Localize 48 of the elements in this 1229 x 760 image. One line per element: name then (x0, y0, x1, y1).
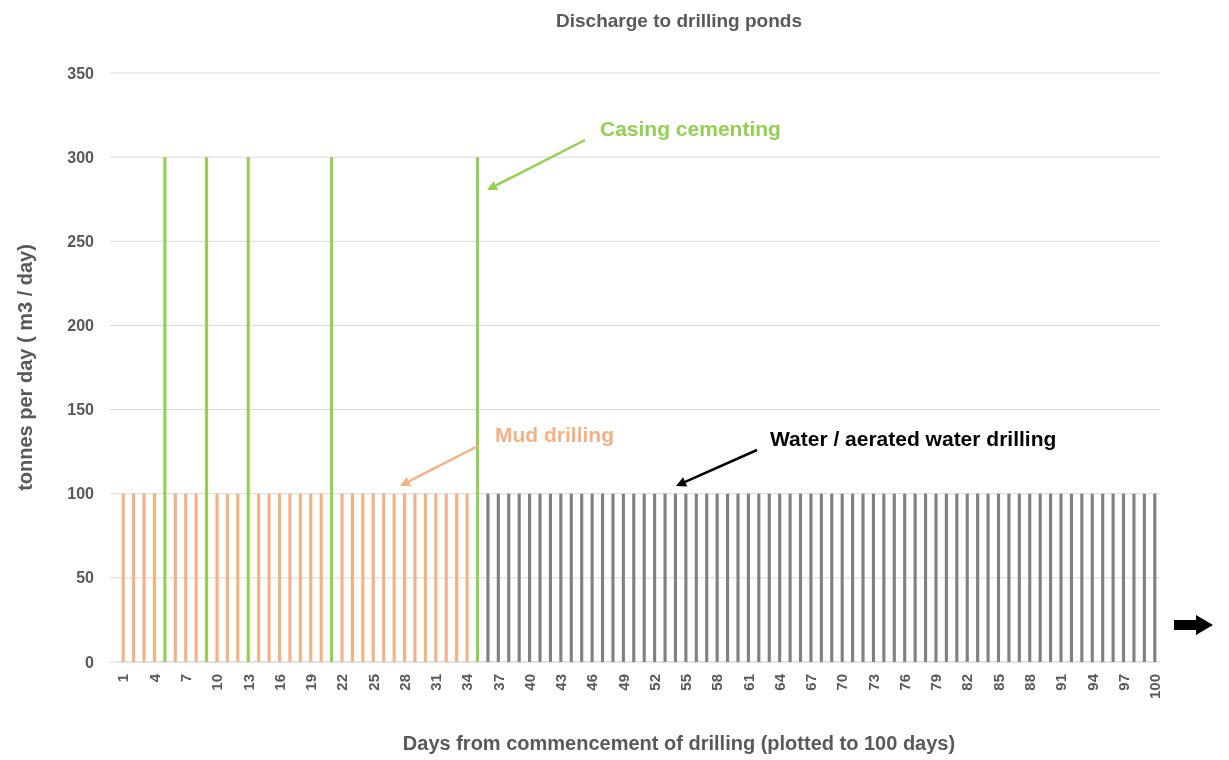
x-tick-label: 46 (583, 674, 601, 691)
x-tick-label: 19 (302, 674, 320, 691)
x-tick-label: 25 (364, 674, 382, 691)
x-tick-label: 97 (1114, 674, 1132, 691)
x-axis-title: Days from commencement of drilling (plotted to 100 days) (402, 732, 956, 754)
x-tick-label: 10 (208, 674, 226, 691)
y-tick-label: 100 (67, 485, 95, 503)
x-tick-label: 67 (802, 674, 820, 691)
x-tick-label: 94 (1083, 673, 1101, 691)
y-tick-label: 50 (76, 569, 95, 587)
y-tick-label: 200 (67, 317, 95, 335)
x-tick-label: 40 (520, 674, 538, 691)
y-tick-label: 350 (67, 64, 95, 82)
x-tick-label: 1 (114, 674, 132, 683)
x-tick-label: 13 (239, 674, 257, 691)
y-tick-label: 0 (85, 653, 95, 671)
text: Casing cementing (600, 117, 781, 140)
x-tick-label: 85 (989, 674, 1007, 691)
x-tick-label: 43 (552, 674, 570, 691)
chart-title: Discharge to drilling ponds (556, 10, 802, 31)
x-tick-label: 79 (927, 674, 945, 691)
x-tick-label: 16 (270, 674, 288, 691)
x-tick-label: 100 (1146, 674, 1164, 700)
x-tick-label: 37 (489, 674, 507, 691)
y-tick-label: 150 (67, 401, 95, 419)
x-tick-label: 70 (833, 674, 851, 691)
x-tick-label: 82 (958, 674, 976, 691)
x-tick-label: 28 (395, 674, 413, 691)
x-tick-label: 73 (864, 674, 882, 691)
x-tick-label: 31 (427, 674, 445, 691)
y-tick-label: 300 (67, 148, 95, 166)
x-tick-label: 55 (677, 674, 695, 691)
x-tick-label: 61 (739, 674, 757, 691)
x-tick-label: 7 (176, 674, 194, 683)
x-tick-label: 49 (614, 674, 632, 691)
x-tick-label: 88 (1021, 674, 1038, 691)
x-tick-label: 76 (895, 674, 913, 691)
x-tick-label: 34 (458, 673, 476, 691)
x-tick-label: 22 (333, 674, 351, 691)
y-tick-label: 250 (67, 232, 95, 250)
text: Water / aerated water drilling (770, 427, 1057, 450)
y-axis-title: tonnes per day ( m3 / day) (14, 244, 36, 491)
x-tick-label: 52 (645, 674, 663, 691)
x-tick-label: 91 (1052, 674, 1070, 691)
x-tick-label: 4 (145, 673, 163, 683)
text: Mud drilling (495, 423, 614, 446)
x-tick-label: 64 (770, 673, 788, 691)
x-tick-label: 58 (708, 674, 726, 691)
